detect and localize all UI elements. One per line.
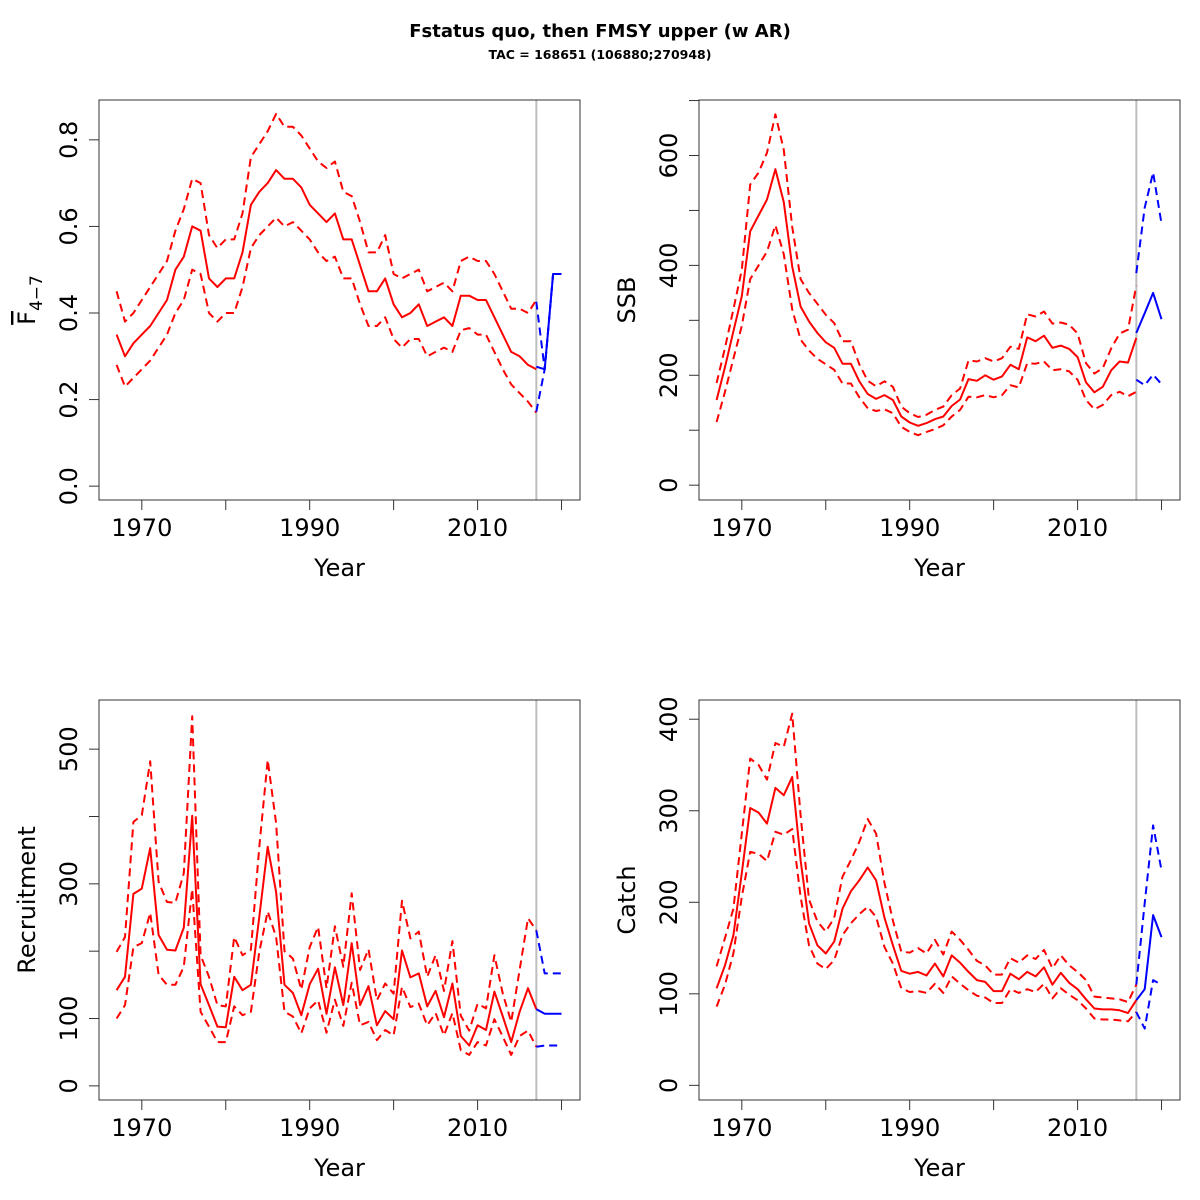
projection-lower-line — [536, 1044, 562, 1048]
plot-frame — [698, 99, 1181, 501]
projection-lower-line — [1135, 979, 1162, 1030]
x-tick-label: 1990 — [279, 1114, 340, 1142]
history-lower-line — [115, 888, 538, 1056]
y-tick-label: 100 — [55, 996, 83, 1042]
y-tick-label: 600 — [655, 133, 683, 179]
y-tick-label: 300 — [55, 861, 83, 907]
chart-title: Fstatus quo, then FMSY upper (w AR) — [409, 21, 791, 42]
y-tick-label: 500 — [55, 726, 83, 772]
y-axis-title-subscript: 4−7 — [27, 275, 47, 311]
x-tick-label: 2010 — [447, 1114, 508, 1142]
x-axis-title: Year — [313, 554, 365, 582]
y-axis-title: Catch — [613, 865, 641, 934]
x-tick-label: 1990 — [279, 514, 340, 542]
y-axis-title: F4−7 — [13, 275, 47, 325]
y-tick-label: 0.4 — [55, 294, 83, 332]
y-tick-label: 0.6 — [55, 207, 83, 245]
y-tick-label: 300 — [655, 788, 683, 834]
projection-median-line — [535, 1008, 562, 1015]
history-upper-line — [715, 712, 1138, 1004]
y-tick-label: 200 — [655, 352, 683, 398]
history-lower-line — [115, 216, 538, 414]
y-tick-label: 100 — [655, 971, 683, 1017]
y-axis-title: Recruitment — [13, 826, 41, 973]
y-axis-title-text: F — [13, 311, 41, 325]
projection-upper-line — [535, 930, 562, 975]
x-axis-title: Year — [913, 554, 965, 582]
plot-frame — [98, 699, 581, 1101]
history-median-line — [115, 814, 538, 1047]
x-tick-label: 1970 — [111, 514, 172, 542]
panel-f: 1970 1990 2010 0.0 0.2 0.4 0.6 0.8 Year F4−7 — [13, 99, 581, 582]
x-tick-label: 2010 — [1047, 1114, 1108, 1142]
history-median-line — [115, 169, 537, 371]
x-tick-label: 2010 — [447, 514, 508, 542]
x-tick-label: 1970 — [711, 514, 772, 542]
history-lower-line — [715, 224, 1137, 437]
history-median-line — [715, 775, 1138, 1014]
projection-median-line — [1135, 914, 1163, 1001]
y-tick-label: 200 — [655, 879, 683, 925]
projection-median-line — [536, 273, 562, 371]
x-tick-label: 2010 — [1047, 514, 1108, 542]
x-axis-title: Year — [313, 1154, 365, 1182]
history-median-line — [715, 168, 1138, 427]
projection-upper-line — [1135, 171, 1163, 274]
y-axis-title-text: Catch — [613, 865, 641, 934]
chart-subtitle: TAC = 168651 (106880;270948) — [488, 47, 712, 62]
y-tick-label: 400 — [655, 696, 683, 742]
history-upper-line — [715, 113, 1138, 418]
y-tick-label: 400 — [655, 242, 683, 288]
y-axis-title-text: SSB — [613, 277, 641, 324]
x-tick-label: 1990 — [879, 1114, 940, 1142]
plot-frame — [698, 699, 1181, 1101]
y-tick-label: 0 — [55, 1078, 83, 1093]
projection-median-line — [1135, 291, 1163, 334]
y-axis-title-text: Recruitment — [13, 826, 41, 973]
x-tick-label: 1970 — [711, 1114, 772, 1142]
history-lower-line — [715, 828, 1138, 1023]
panel-ssb: 1970 1990 2010 0 200 400 600 Year SSB — [613, 99, 1181, 582]
panel-catch: 1970 1990 2010 0 100 200 300 400 Year Catch — [613, 696, 1181, 1182]
projection-lower-line — [1135, 373, 1163, 387]
x-tick-label: 1970 — [111, 1114, 172, 1142]
y-tick-label: 0.2 — [55, 380, 83, 418]
y-tick-label: 0 — [655, 1078, 683, 1093]
projection-upper-line — [1135, 824, 1163, 985]
projection-lower-line — [535, 273, 562, 412]
x-axis-title: Year — [913, 1154, 965, 1182]
panel-recruitment: 1970 1990 2010 0 100 300 500 Year Recruitment — [13, 699, 581, 1182]
x-tick-label: 1990 — [879, 514, 940, 542]
y-axis-title: SSB — [613, 277, 641, 324]
history-upper-line — [115, 715, 538, 1032]
plot-frame — [98, 99, 581, 501]
y-tick-label: 0.0 — [55, 467, 83, 505]
y-tick-label: 0 — [655, 478, 683, 493]
history-upper-line — [115, 112, 538, 323]
y-tick-label: 0.8 — [55, 121, 83, 159]
